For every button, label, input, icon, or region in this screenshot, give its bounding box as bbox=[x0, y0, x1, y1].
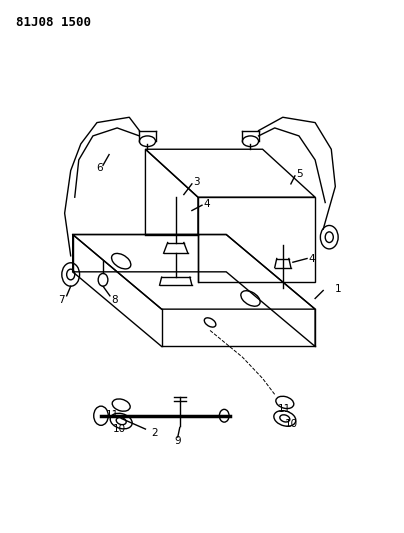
Text: 1: 1 bbox=[335, 284, 341, 294]
Text: 11: 11 bbox=[278, 405, 291, 414]
Text: 8: 8 bbox=[111, 295, 118, 304]
Text: 2: 2 bbox=[152, 428, 158, 438]
Text: 4: 4 bbox=[308, 254, 315, 263]
Text: 5: 5 bbox=[296, 169, 303, 179]
Text: 10: 10 bbox=[285, 419, 298, 429]
Text: 10: 10 bbox=[113, 424, 126, 434]
Text: 7: 7 bbox=[58, 295, 65, 304]
Text: 6: 6 bbox=[97, 163, 103, 173]
Text: 9: 9 bbox=[175, 436, 181, 446]
Text: 81J08 1500: 81J08 1500 bbox=[16, 16, 91, 29]
Text: 3: 3 bbox=[193, 177, 200, 187]
Text: 4: 4 bbox=[203, 199, 210, 208]
Text: 11: 11 bbox=[106, 410, 119, 419]
